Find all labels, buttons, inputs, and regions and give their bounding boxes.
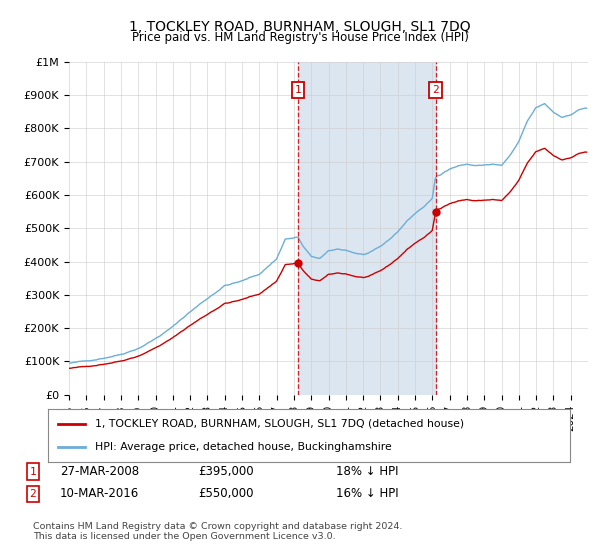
Text: 1: 1 bbox=[29, 466, 37, 477]
Text: Price paid vs. HM Land Registry's House Price Index (HPI): Price paid vs. HM Land Registry's House … bbox=[131, 31, 469, 44]
Text: 1, TOCKLEY ROAD, BURNHAM, SLOUGH, SL1 7DQ: 1, TOCKLEY ROAD, BURNHAM, SLOUGH, SL1 7D… bbox=[129, 20, 471, 34]
Text: 10-MAR-2016: 10-MAR-2016 bbox=[60, 487, 139, 501]
Text: 27-MAR-2008: 27-MAR-2008 bbox=[60, 465, 139, 478]
Bar bbox=[298, 62, 436, 395]
Text: 1, TOCKLEY ROAD, BURNHAM, SLOUGH, SL1 7DQ (detached house): 1, TOCKLEY ROAD, BURNHAM, SLOUGH, SL1 7D… bbox=[95, 419, 464, 429]
Text: 16% ↓ HPI: 16% ↓ HPI bbox=[336, 487, 398, 501]
Text: 18% ↓ HPI: 18% ↓ HPI bbox=[336, 465, 398, 478]
Text: 1: 1 bbox=[295, 85, 301, 95]
Text: 2: 2 bbox=[29, 489, 37, 499]
Text: Contains HM Land Registry data © Crown copyright and database right 2024.
This d: Contains HM Land Registry data © Crown c… bbox=[33, 522, 403, 542]
Text: HPI: Average price, detached house, Buckinghamshire: HPI: Average price, detached house, Buck… bbox=[95, 442, 392, 452]
Text: £395,000: £395,000 bbox=[198, 465, 254, 478]
Text: 2: 2 bbox=[432, 85, 439, 95]
Text: £550,000: £550,000 bbox=[198, 487, 254, 501]
